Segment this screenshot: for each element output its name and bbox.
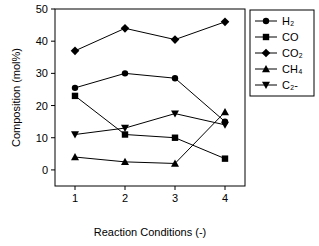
data-point — [122, 131, 128, 137]
y-tick-label: 0 — [42, 164, 48, 176]
legend-label: CO — [282, 31, 299, 43]
series-line — [75, 114, 225, 135]
legend-marker — [262, 49, 271, 58]
y-tick-label: 40 — [36, 35, 48, 47]
data-point — [221, 122, 229, 129]
y-tick — [51, 41, 55, 42]
x-tick-label: 2 — [122, 192, 128, 204]
series-line — [75, 96, 225, 159]
x-tick-label: 4 — [222, 192, 228, 204]
legend: H₂ CO CO₂ CH₄ C₂- — [250, 10, 314, 96]
data-point — [71, 153, 79, 160]
y-tick — [51, 105, 55, 106]
y-tick — [51, 73, 55, 74]
data-point — [172, 75, 178, 81]
data-point — [222, 155, 228, 161]
series-line — [75, 112, 225, 163]
data-point — [71, 131, 79, 138]
x-tick — [125, 186, 126, 190]
x-axis-label: Reaction Conditions (-) — [94, 226, 207, 238]
legend-box — [250, 10, 314, 96]
x-tick — [75, 186, 76, 190]
data-point — [171, 159, 179, 166]
data-point — [221, 18, 230, 27]
data-point — [172, 135, 178, 141]
data-point — [122, 70, 128, 76]
legend-marker — [263, 18, 269, 24]
legend-label: CO₂ — [282, 47, 303, 59]
x-tick-label: 1 — [72, 192, 78, 204]
x-tick — [225, 186, 226, 190]
data-point — [171, 35, 180, 44]
legend-marker — [263, 34, 269, 40]
y-tick — [51, 169, 55, 170]
y-tick-label: 30 — [36, 67, 48, 79]
chart-svg: 0 10 20 30 40 50 1 2 3 4 Reaction Conditions (-) Co… — [0, 0, 319, 246]
data-point — [72, 85, 78, 91]
data-point — [71, 47, 80, 56]
data-point — [72, 93, 78, 99]
x-tick — [175, 186, 176, 190]
legend-marker — [262, 65, 270, 72]
series-line — [75, 22, 225, 51]
x-tick-label: 3 — [172, 192, 178, 204]
y-tick — [51, 137, 55, 138]
y-tick-label: 20 — [36, 100, 48, 112]
legend-label: H₂ — [282, 15, 294, 27]
data-point — [171, 110, 179, 117]
legend-marker — [262, 82, 270, 89]
y-tick — [51, 9, 55, 10]
chart-container: 0 10 20 30 40 50 1 2 3 4 Reaction Conditions (-) Co… — [0, 0, 319, 246]
data-point — [121, 158, 129, 165]
data-point — [221, 108, 229, 115]
series-line — [75, 73, 225, 121]
y-tick-label: 10 — [36, 132, 48, 144]
y-axis-label: Composition (mol%) — [10, 48, 22, 147]
plot-frame — [55, 9, 245, 186]
data-point — [121, 24, 130, 33]
plot-area — [71, 18, 230, 167]
legend-label: C₂- — [282, 79, 298, 91]
data-point — [121, 125, 129, 132]
legend-label: CH₄ — [282, 63, 303, 75]
y-tick-label: 50 — [36, 3, 48, 15]
